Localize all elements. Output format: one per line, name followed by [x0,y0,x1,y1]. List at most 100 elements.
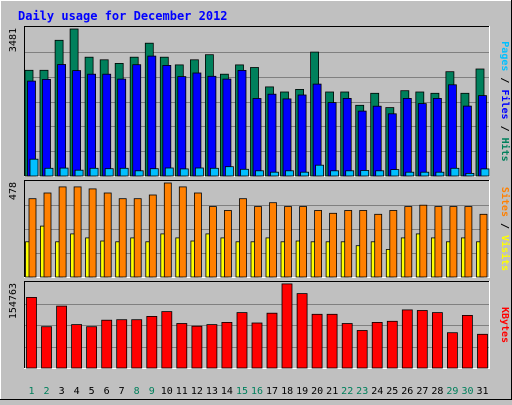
y-max-label: 478 [8,182,19,200]
x-tick-label: 15 [236,386,248,397]
x-tick-label: 24 [371,386,383,397]
legend: Pages / Files / Hits [499,41,511,161]
y-max-label: 3481 [8,28,19,52]
bar-pages-day-23 [360,170,370,177]
bar-pages-day-22 [345,170,355,177]
x-tick-label: 5 [89,386,95,397]
bar-pages-day-13 [209,167,219,177]
x-tick-label: 31 [476,386,488,397]
bar-pages-day-16 [255,170,264,177]
x-tick-label: 4 [74,386,80,397]
bar-sites-day-30 [464,206,473,278]
bar-sites-day-5 [88,188,97,278]
bar-kbytes-day-13 [206,324,218,369]
bar-kbytes-day-15 [236,312,248,369]
bar-sites-day-9 [148,194,157,278]
bar-pages-day-8 [134,170,144,177]
bar-files-day-12 [192,72,202,177]
bar-pages-day-1 [29,158,39,177]
bar-pages-day-5 [89,167,99,177]
bar-kbytes-day-30 [461,314,473,369]
legend-entry: Sites [499,187,511,217]
bar-kbytes-day-21 [326,313,338,369]
x-tick-label: 14 [221,386,233,397]
bar-kbytes-day-26 [401,309,413,369]
bar-files-day-31 [478,95,487,177]
bar-sites-day-27 [419,204,428,278]
legend: Sites / Visits [499,187,511,271]
bar-sites-day-28 [434,206,443,278]
bar-pages-day-20 [315,164,325,177]
bar-kbytes-day-12 [191,325,203,369]
bar-pages-day-18 [285,170,294,177]
bar-kbytes-day-19 [296,293,308,369]
bar-files-day-2 [42,79,51,177]
bar-files-day-25 [387,113,397,177]
x-tick-label: 18 [281,386,293,397]
bar-pages-day-25 [390,169,400,177]
panel-3: 154763 KBytes [8,281,510,369]
bar-pages-day-15 [240,168,249,177]
bar-files-day-11 [177,76,187,177]
bar-pages-day-30 [465,172,475,177]
bar-kbytes-day-28 [431,312,443,369]
legend-entry: Hits [499,138,511,162]
x-tick-label: 10 [161,386,173,397]
bar-kbytes-day-31 [477,333,488,369]
panel-1: 3481 Pages / Files / Hits [8,26,511,177]
bar-sites-day-13 [208,206,217,278]
bar-files-day-14 [222,78,232,177]
legend-entry: / [499,120,510,138]
bar-pages-day-14 [224,166,234,177]
bar-sites-day-3 [58,186,67,278]
bar-pages-day-10 [164,167,174,177]
x-tick-label: 2 [43,386,49,397]
bar-kbytes-day-25 [386,320,398,369]
bar-files-day-28 [432,98,442,177]
x-tick-label: 3 [59,386,65,397]
bar-files-day-22 [342,98,352,177]
bar-pages-day-17 [270,171,279,177]
bar-files-day-21 [327,102,337,177]
bar-kbytes-day-6 [101,319,113,369]
legend-entry: Pages [499,41,510,71]
bar-sites-day-14 [223,210,232,278]
bar-kbytes-day-14 [221,321,233,369]
x-tick-label: 25 [386,386,398,397]
bar-sites-day-18 [284,206,292,278]
bar-sites-day-12 [193,192,202,278]
bar-kbytes-day-29 [446,332,458,369]
x-tick-label: 17 [266,386,278,397]
bar-kbytes-day-18 [281,283,293,369]
bar-pages-day-31 [480,168,490,177]
x-tick-label: 8 [134,386,140,397]
bar-files-day-30 [462,105,472,177]
bar-sites-day-31 [479,213,488,278]
bar-kbytes-day-8 [131,319,143,369]
bar-files-day-27 [417,103,427,177]
bar-pages-day-12 [194,167,204,177]
x-tick-label: 26 [401,386,413,397]
bar-sites-day-10 [163,182,172,278]
bar-kbytes-day-3 [56,305,67,369]
x-tick-label: 19 [296,386,308,397]
bar-sites-day-7 [118,198,127,278]
bar-sites-day-20 [314,210,323,278]
bar-sites-day-15 [239,198,247,278]
legend-entry: / [499,71,510,89]
bar-files-day-18 [282,98,292,177]
bar-sites-day-23 [359,210,368,278]
bar-files-day-24 [372,105,382,177]
bar-sites-day-16 [254,206,262,278]
bar-files-day-13 [207,75,217,177]
bar-files-day-19 [297,94,307,177]
bar-kbytes-day-22 [341,323,353,369]
bar-kbytes-day-4 [71,324,82,369]
x-tick-label: 27 [416,386,428,397]
bar-files-day-10 [162,65,172,177]
bar-kbytes-day-11 [176,323,188,369]
bar-kbytes-day-10 [161,311,173,369]
x-tick-label: 16 [251,386,263,397]
